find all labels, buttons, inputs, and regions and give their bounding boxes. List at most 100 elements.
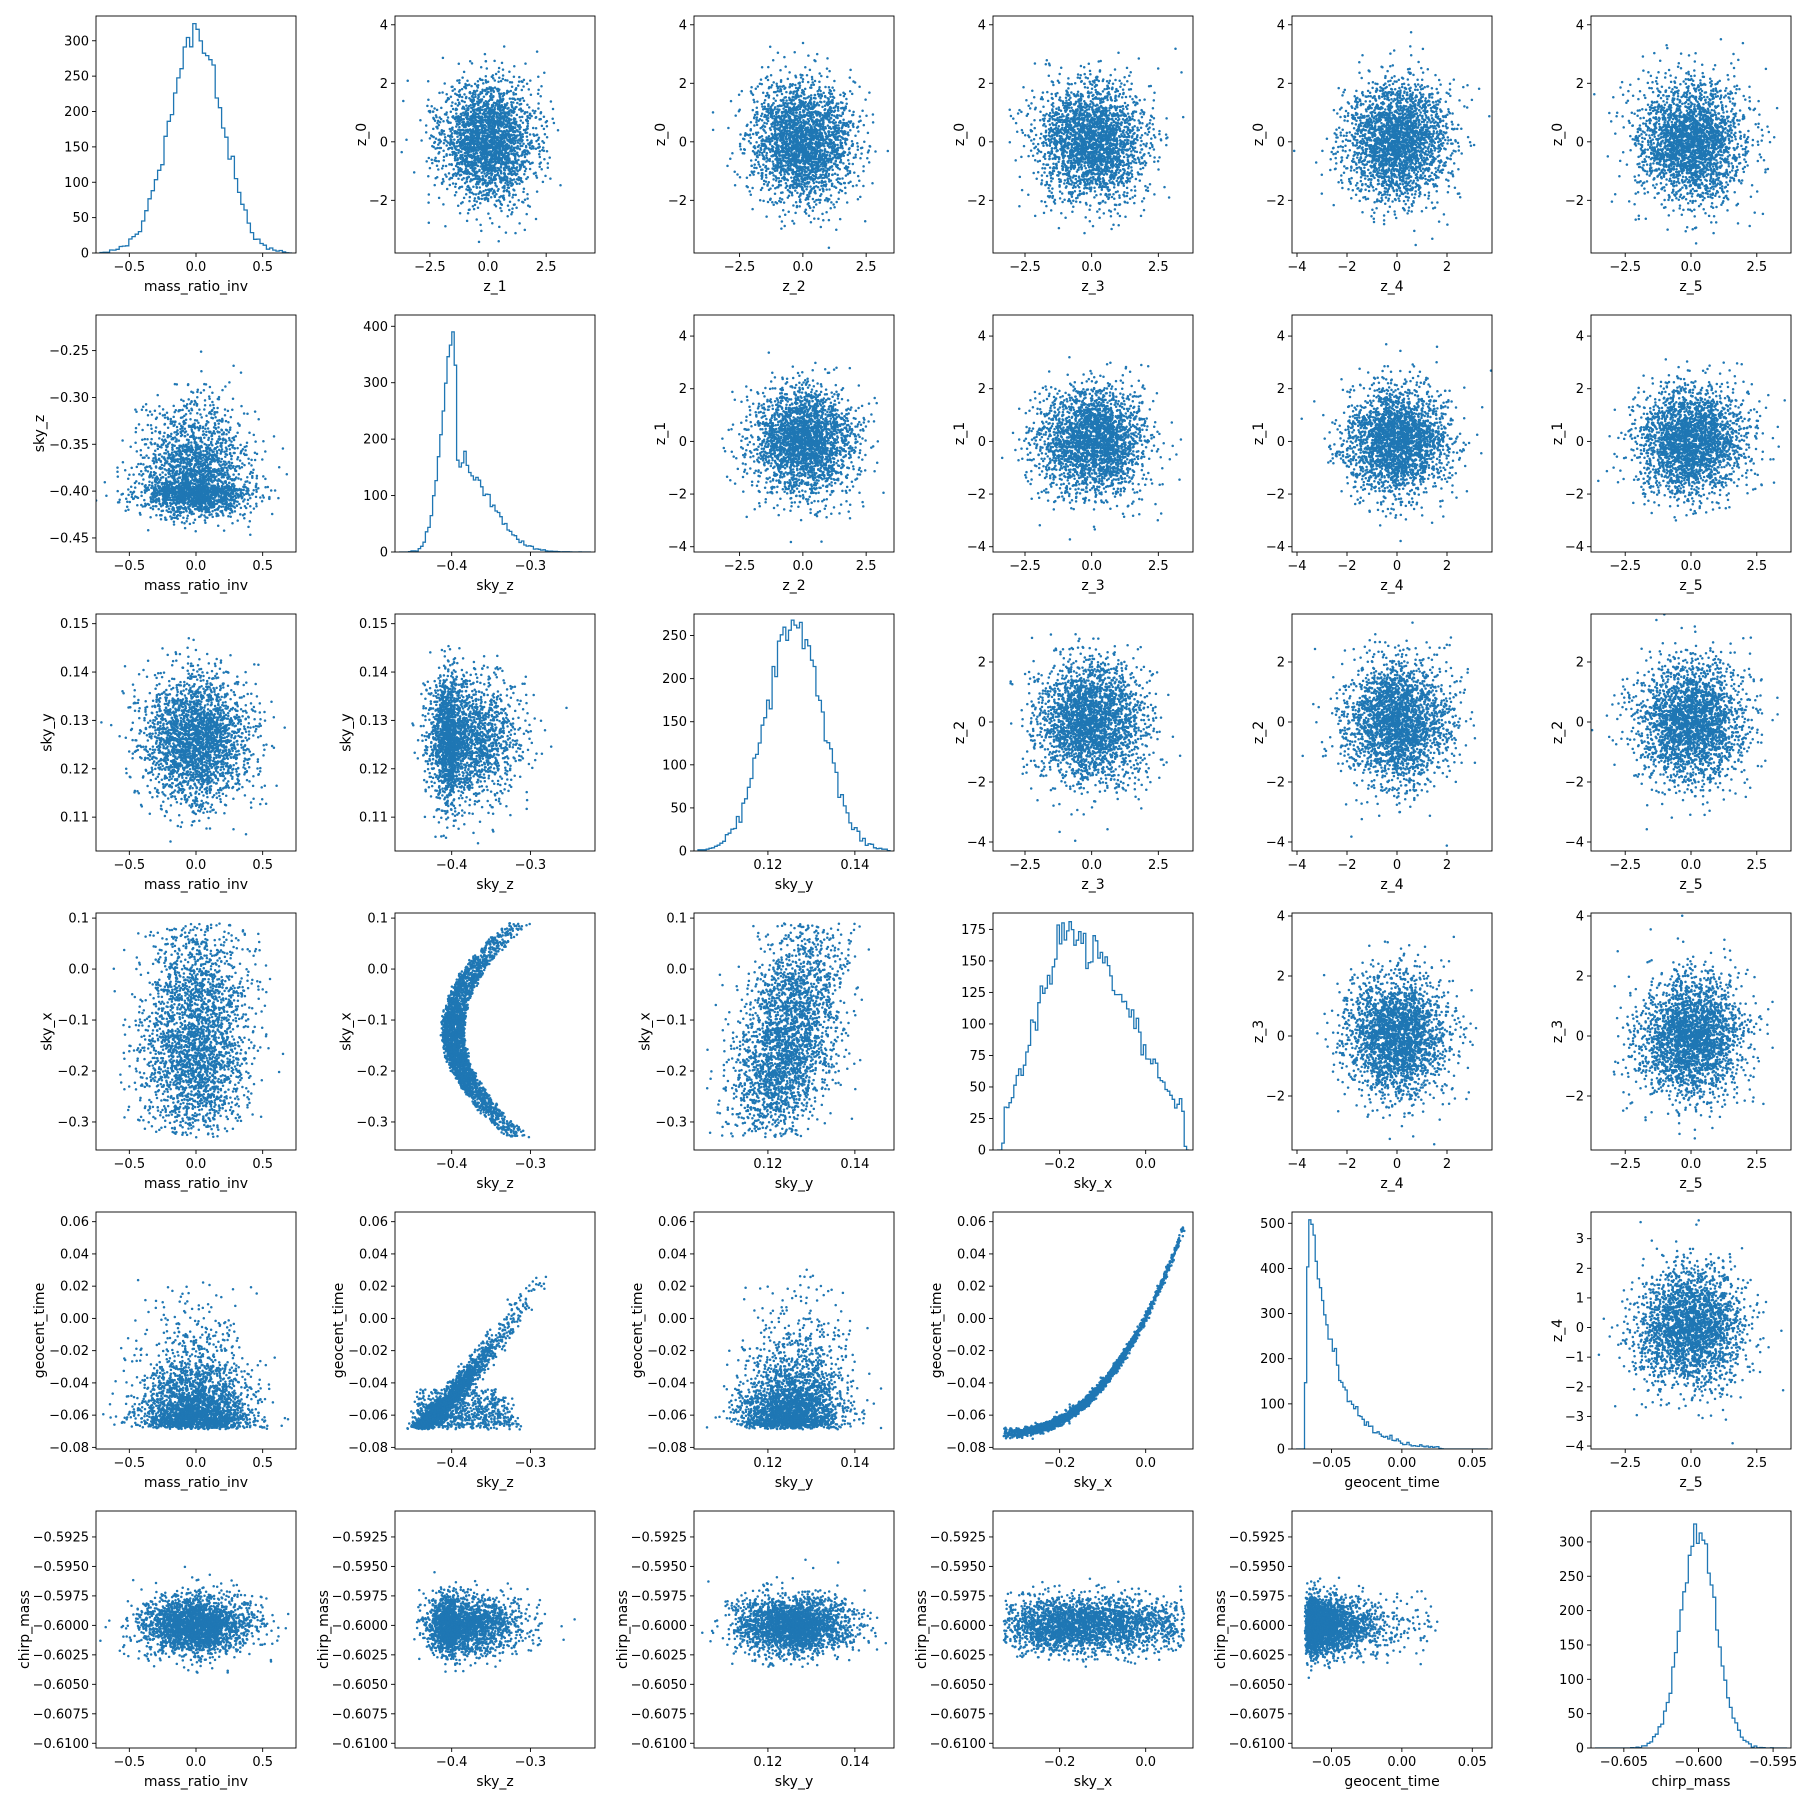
scatter-point — [520, 177, 523, 180]
scatter-point — [792, 128, 795, 131]
scatter-point — [494, 156, 497, 159]
scatter-point — [782, 165, 785, 168]
scatter-point — [744, 134, 747, 137]
scatter-point — [739, 176, 742, 179]
scatter-point — [779, 121, 782, 124]
scatter-point — [494, 184, 497, 187]
scatter-point — [489, 164, 492, 167]
scatter-point — [482, 167, 485, 170]
scatter-point — [519, 116, 522, 119]
scatter-point — [516, 178, 519, 181]
scatter-point — [802, 192, 805, 195]
scatter-point — [478, 158, 481, 161]
scatter-point — [523, 173, 526, 176]
scatter-point — [784, 164, 787, 167]
scatter-point — [538, 118, 541, 121]
scatter-point — [481, 115, 484, 118]
scatter-point — [514, 232, 517, 235]
scatter-point — [486, 87, 489, 90]
scatter-point — [471, 115, 474, 118]
scatter-point — [849, 170, 852, 173]
scatter-point — [480, 230, 483, 233]
scatter-point — [484, 116, 487, 119]
scatter-point — [464, 132, 467, 135]
scatter-point — [506, 184, 509, 187]
scatter-point — [772, 178, 775, 181]
scatter-point — [485, 189, 488, 192]
scatter-point — [766, 157, 769, 160]
scatter-point — [817, 217, 820, 220]
scatter-point — [862, 170, 865, 173]
scatter-point — [451, 128, 454, 131]
y-tick-label: −2 — [369, 194, 388, 209]
scatter-point — [777, 105, 780, 108]
scatter-point — [754, 114, 757, 117]
scatter-point — [438, 92, 441, 95]
scatter-point — [524, 229, 527, 232]
scatter-point — [487, 128, 490, 131]
scatter-point — [515, 206, 518, 209]
scatter-point — [783, 56, 786, 59]
scatter-point — [505, 104, 508, 107]
scatter-point — [767, 120, 770, 123]
scatter-point — [539, 150, 542, 153]
scatter-point — [518, 128, 521, 131]
scatter-point — [859, 196, 862, 199]
scatter-point — [482, 121, 485, 124]
scatter-point — [501, 153, 504, 156]
scatter-point — [802, 42, 805, 45]
scatter-point — [746, 186, 749, 189]
scatter-point — [502, 98, 505, 101]
scatter-point — [497, 188, 500, 191]
scatter-point — [458, 126, 461, 129]
scatter-point — [857, 149, 860, 152]
scatter-point — [479, 160, 482, 163]
scatter-point — [406, 80, 409, 83]
x-axis-label: mass_ratio_inv — [144, 279, 248, 295]
scatter-point — [765, 174, 768, 177]
scatter-point — [809, 86, 812, 89]
scatter-point — [863, 124, 866, 127]
scatter-point — [442, 180, 445, 183]
scatter-point — [733, 171, 736, 174]
scatter-point — [515, 106, 518, 109]
scatter-point — [748, 140, 751, 143]
scatter-point — [765, 95, 768, 98]
scatter-point — [779, 171, 782, 174]
scatter-point — [496, 144, 499, 147]
scatter-point — [771, 160, 774, 163]
scatter-point — [736, 173, 739, 176]
scatter-point — [482, 182, 485, 185]
scatter-point — [498, 114, 501, 117]
scatter-point — [489, 217, 492, 220]
scatter-point — [515, 146, 518, 149]
scatter-point — [450, 111, 453, 114]
scatter-point — [844, 139, 847, 142]
scatter-point — [822, 173, 825, 176]
scatter-point — [821, 149, 824, 152]
scatter-point — [802, 132, 805, 135]
scatter-point — [518, 108, 521, 111]
scatter-point — [809, 108, 812, 111]
scatter-point — [807, 81, 810, 84]
scatter-point — [800, 175, 803, 178]
scatter-point — [810, 152, 813, 155]
scatter-point — [456, 159, 459, 162]
scatter-point — [822, 160, 825, 163]
scatter-point — [498, 140, 501, 143]
scatter-point — [472, 103, 475, 106]
scatter-point — [808, 120, 811, 123]
scatter-point — [823, 145, 826, 148]
scatter-point — [820, 157, 823, 160]
scatter-point — [523, 79, 526, 82]
scatter-point — [839, 218, 842, 221]
scatter-point — [762, 92, 765, 95]
scatter-point — [755, 159, 758, 162]
scatter-point — [857, 125, 860, 128]
scatter-point — [783, 173, 786, 176]
scatter-point — [488, 144, 491, 147]
scatter-point — [522, 122, 525, 125]
scatter-point — [493, 141, 496, 144]
scatter-point — [436, 164, 439, 167]
scatter-point — [493, 147, 496, 150]
